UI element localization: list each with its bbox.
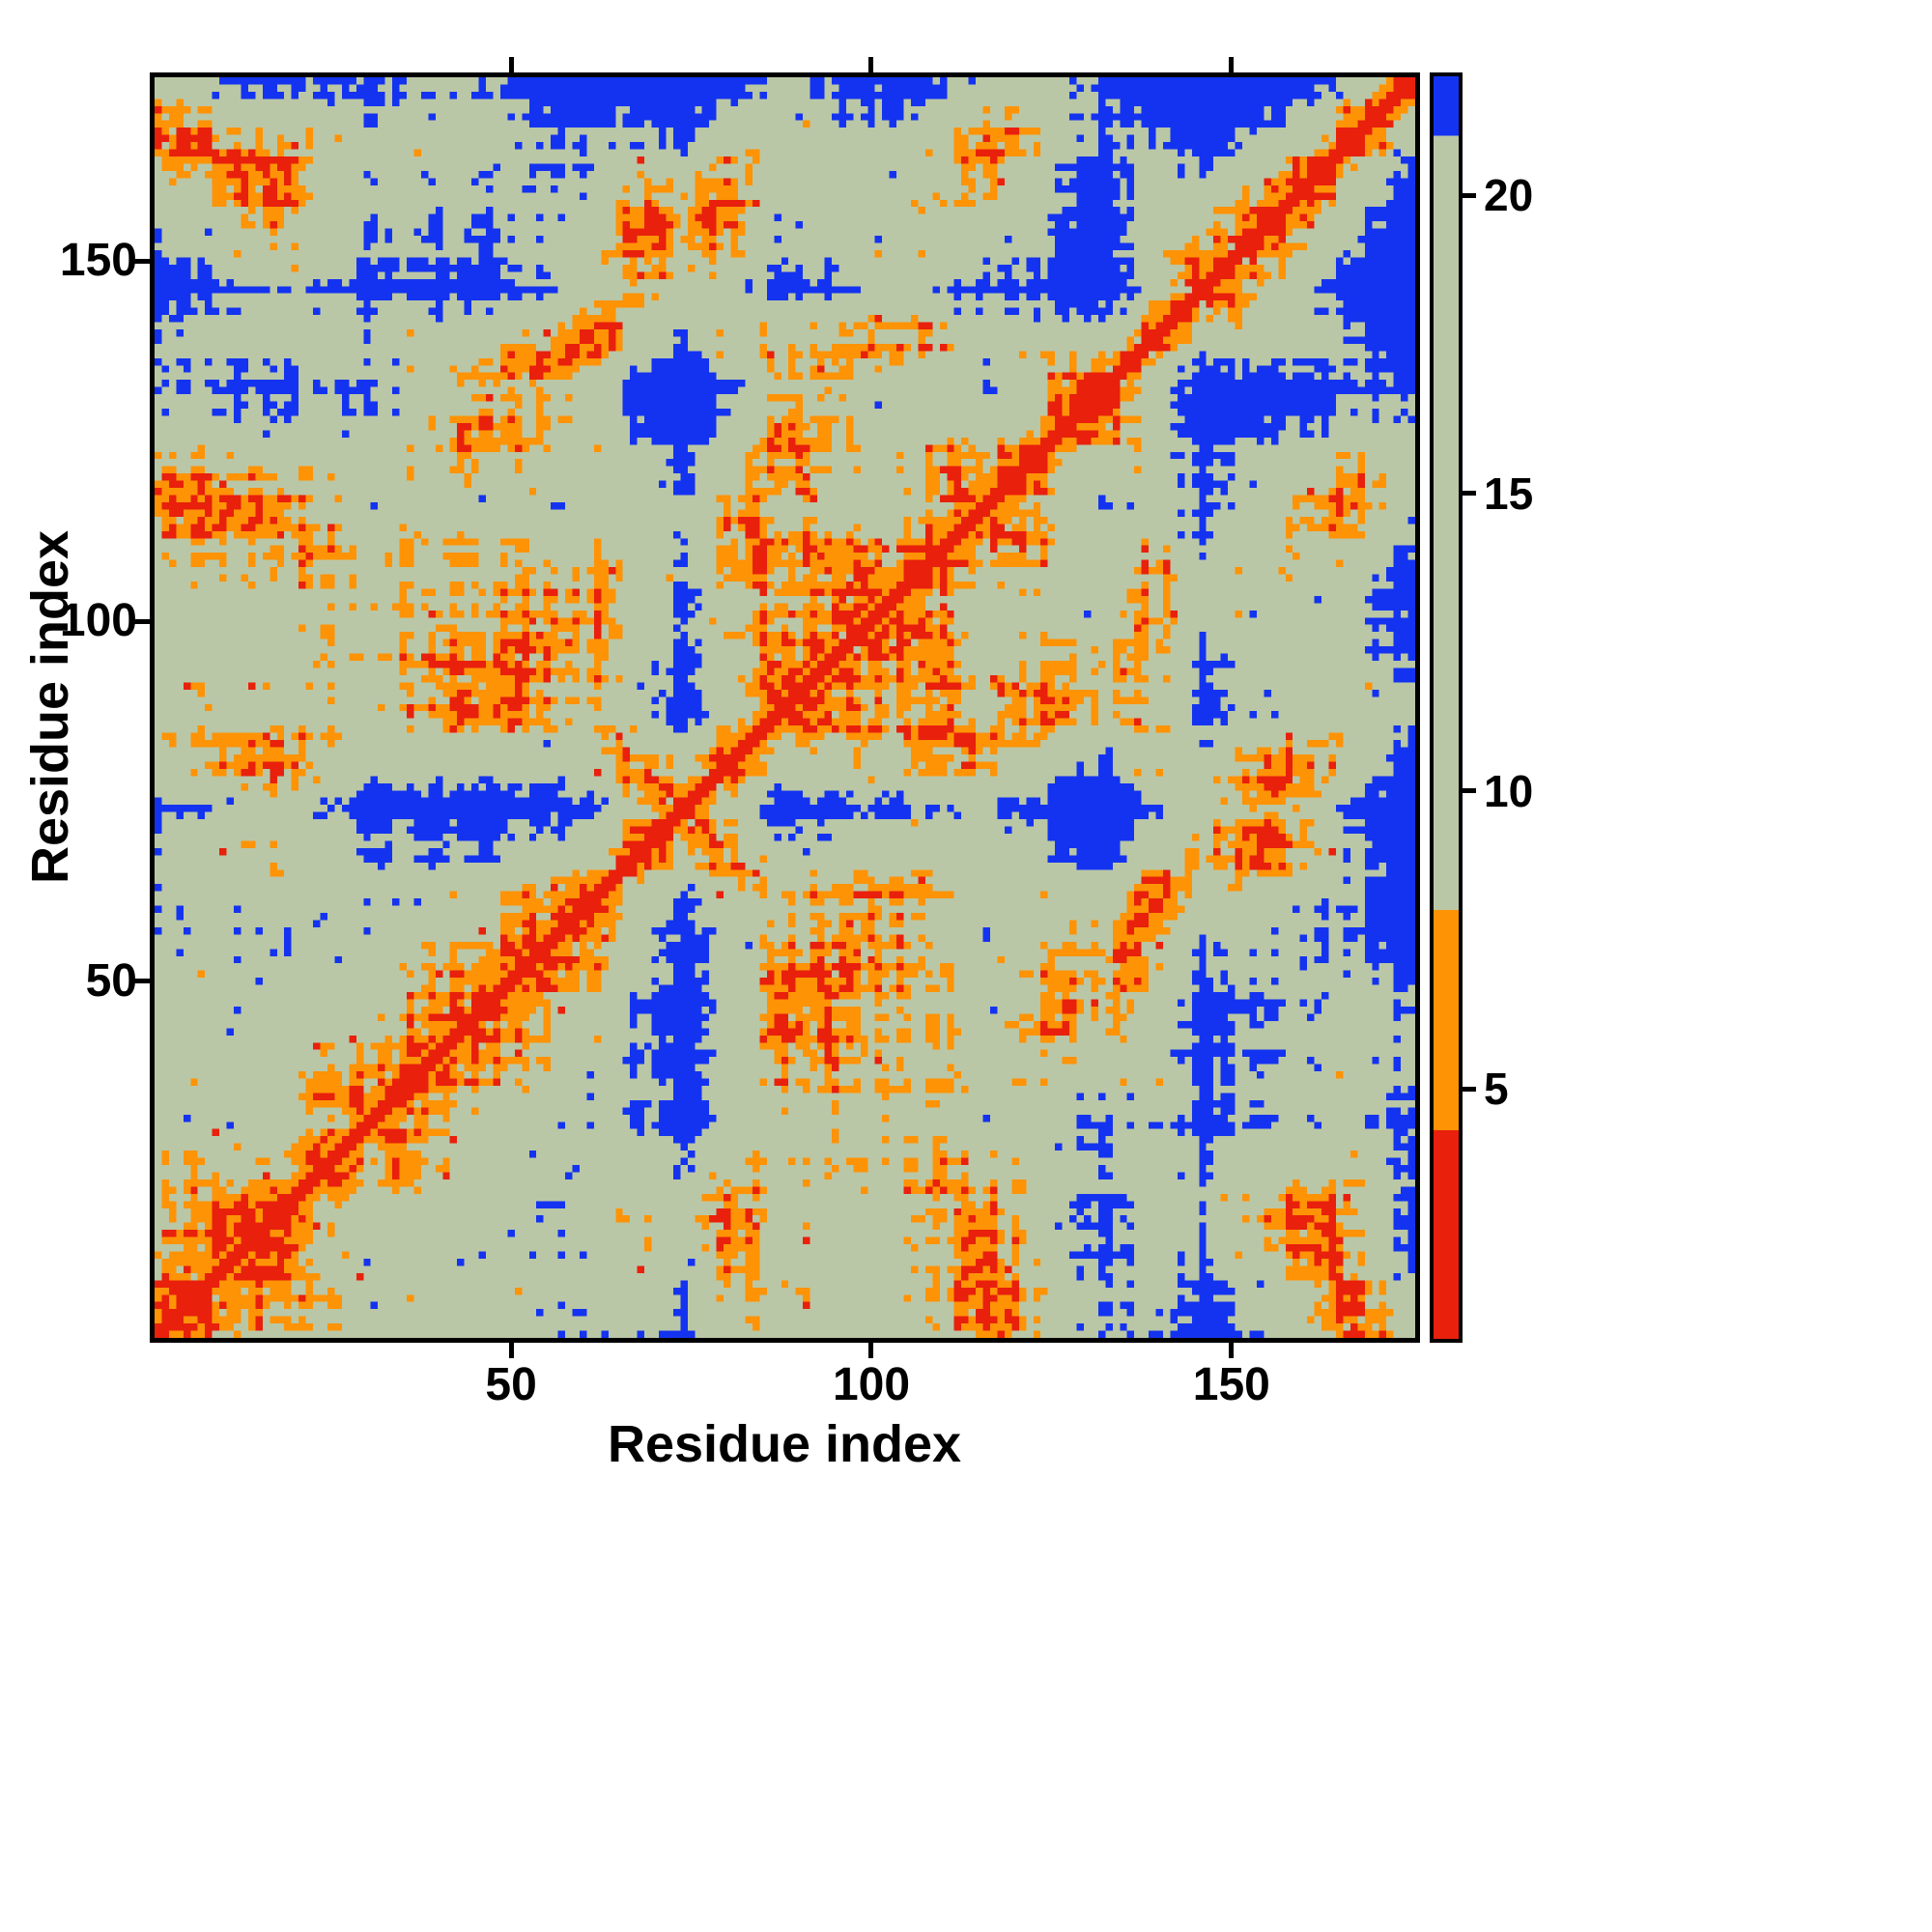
x-tick-label: 150: [1192, 1359, 1270, 1410]
y-tick-mark: [134, 258, 150, 264]
y-tick-mark: [134, 979, 150, 984]
y-tick-label: 50: [85, 954, 137, 1007]
x-tick-mark-top: [1229, 57, 1235, 72]
x-tick-label: 100: [832, 1359, 911, 1410]
y-axis-label: Residue index: [21, 529, 79, 885]
y-tick-label: 150: [59, 235, 137, 287]
colorbar-tick-mark: [1463, 192, 1476, 198]
x-tick-mark-top: [868, 57, 874, 72]
colorbar-tick-label: 5: [1484, 1064, 1509, 1115]
colorbar: [1430, 72, 1463, 1343]
colorbar-tick-label: 10: [1484, 765, 1534, 816]
x-tick-mark: [868, 1343, 874, 1358]
colorbar-tick-label: 20: [1484, 170, 1534, 221]
colorbar-tick-mark: [1463, 788, 1476, 794]
y-tick-label: 100: [59, 595, 137, 646]
x-tick-label: 50: [485, 1359, 537, 1410]
y-tick-mark: [134, 618, 150, 624]
colorbar-tick-mark: [1463, 1086, 1476, 1092]
x-tick-mark: [508, 1343, 514, 1358]
colorbar-tick-label: 15: [1484, 468, 1534, 519]
colorbar-tick-mark: [1463, 491, 1476, 497]
x-tick-mark: [1229, 1343, 1235, 1358]
heatmap-canvas: [155, 77, 1415, 1338]
x-tick-mark-top: [508, 57, 514, 72]
x-axis-label: Residue index: [607, 1415, 962, 1473]
